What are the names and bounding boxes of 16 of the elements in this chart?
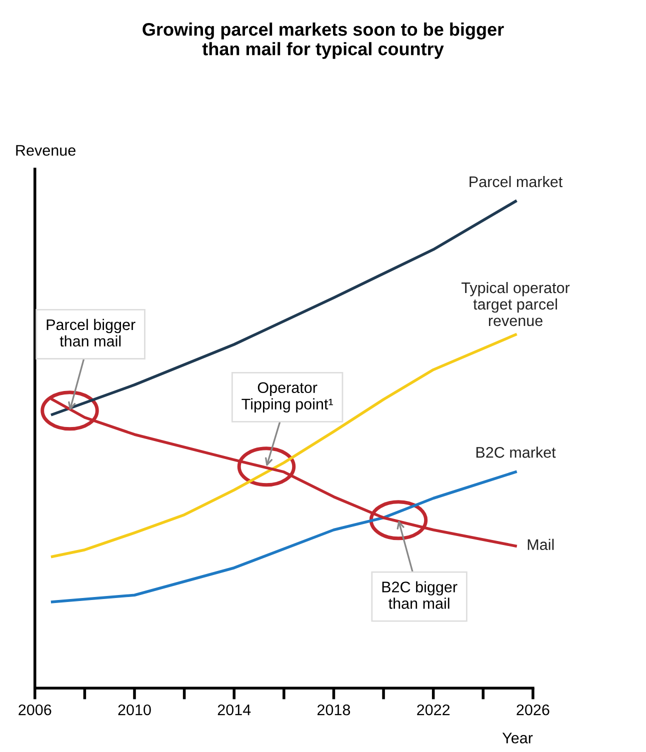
x-tick-label: 2026 — [516, 704, 550, 716]
x-tick-label: 2018 — [318, 704, 350, 716]
annotation: Parcel bigger than mail — [46, 318, 136, 347]
series-label: Parcel market — [470, 176, 563, 188]
annotation: B2C bigger than mail — [382, 581, 458, 609]
x-tick-label: 2010 — [118, 704, 151, 716]
series-label: B2C market — [476, 446, 556, 458]
chart-title: Growing parcel markets soon to be bigger than mail for typical country — [142, 22, 504, 59]
x-tick-label: 2014 — [218, 704, 251, 716]
x-tick-label: 2006 — [18, 704, 52, 716]
series-label: Mail — [528, 538, 554, 550]
annotation: Operator Tipping point¹ — [242, 382, 333, 413]
series-label: Typical operator target parcel revenue — [462, 282, 570, 326]
x-tick-label: 2022 — [417, 704, 450, 716]
y-axis-title: Revenue — [16, 145, 76, 156]
x-axis-title: Year — [502, 732, 533, 744]
